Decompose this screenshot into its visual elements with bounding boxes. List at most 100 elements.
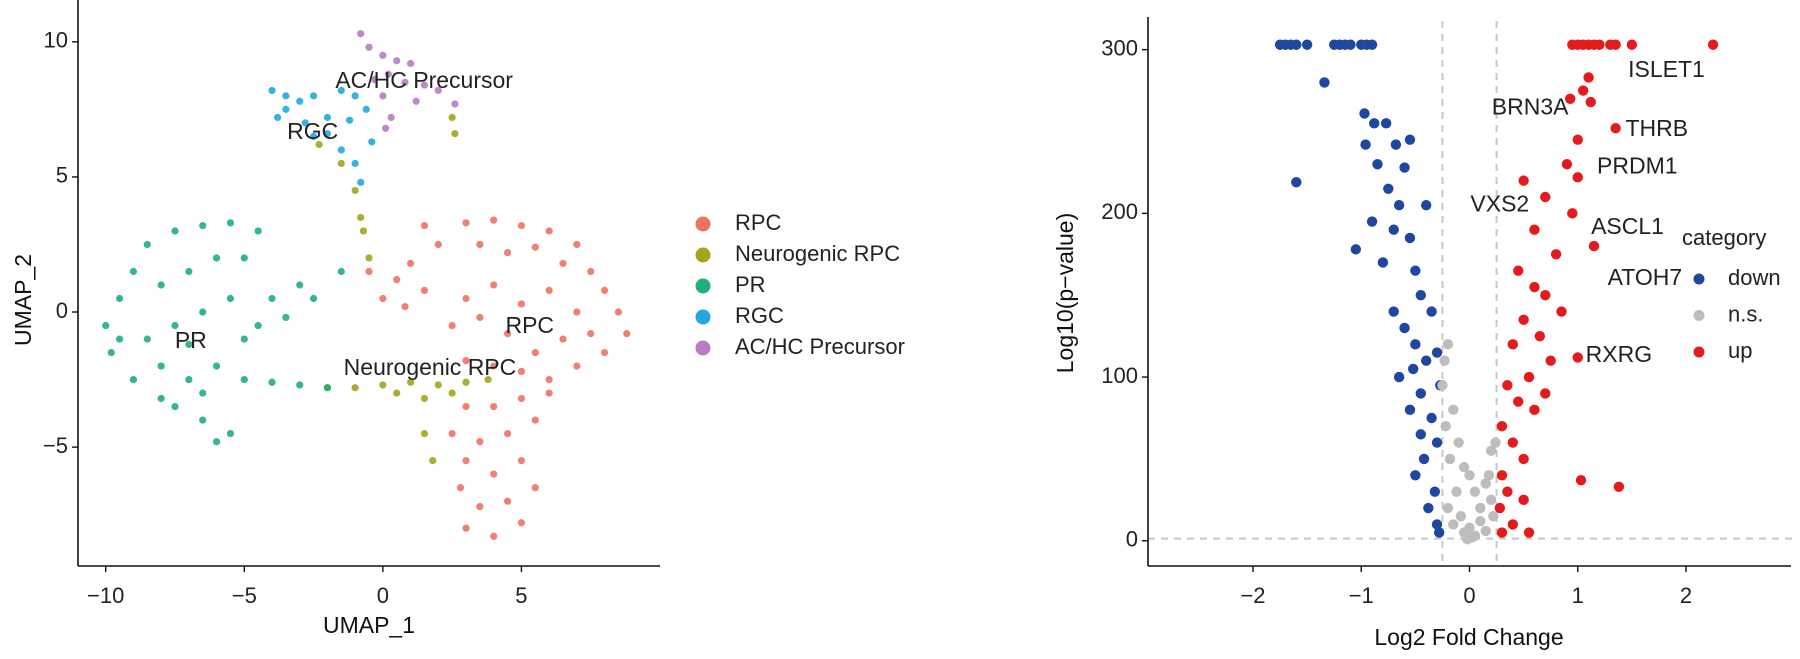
- data-point: [268, 378, 276, 386]
- data-point: [517, 519, 526, 527]
- data-point: [1404, 404, 1416, 416]
- data-point: [393, 57, 401, 65]
- data-point: [254, 227, 262, 235]
- y-tick-label: 0: [56, 298, 68, 323]
- data-point: [1534, 330, 1546, 342]
- data-point: [185, 340, 193, 349]
- x-tick-label: −1: [1349, 583, 1374, 608]
- data-point: [309, 132, 318, 140]
- data-point: [503, 497, 512, 505]
- data-point: [1404, 134, 1416, 145]
- data-point: [362, 105, 370, 113]
- data-point: [129, 267, 138, 276]
- y-tick-label: −5: [43, 433, 68, 458]
- data-point: [1319, 77, 1330, 88]
- data-point: [412, 97, 420, 105]
- data-point: [1488, 511, 1499, 522]
- data-point: [462, 402, 470, 411]
- data-point: [309, 294, 318, 303]
- data-point: [545, 389, 553, 397]
- data-point: [199, 389, 207, 397]
- x-tick-label: −2: [1240, 583, 1265, 608]
- data-point: [1523, 371, 1535, 383]
- data-point: [1393, 199, 1405, 211]
- data-point: [212, 438, 221, 446]
- data-point: [490, 216, 498, 224]
- legend-label: PR: [735, 272, 766, 297]
- data-point: [337, 267, 345, 276]
- data-point: [1415, 290, 1426, 301]
- data-point: [1448, 519, 1459, 530]
- y-tick-label: 200: [1101, 199, 1138, 224]
- data-point: [1575, 475, 1587, 486]
- data-point: [517, 300, 526, 308]
- data-point: [1518, 494, 1529, 506]
- data-point: [185, 375, 193, 384]
- data-point: [102, 321, 110, 330]
- legend-label: RPC: [735, 210, 782, 235]
- data-point: [1613, 481, 1625, 492]
- x-tick-label: 0: [377, 583, 389, 608]
- data-point: [1567, 208, 1578, 219]
- data-point: [1507, 339, 1518, 350]
- data-point: [171, 402, 179, 411]
- data-point: [1451, 486, 1462, 497]
- legend-swatch: [1693, 310, 1705, 321]
- data-point: [1410, 339, 1421, 350]
- data-point: [1291, 177, 1302, 188]
- data-point: [545, 375, 553, 384]
- data-point: [1408, 363, 1419, 375]
- data-point: [1423, 502, 1434, 514]
- data-point: [1444, 453, 1456, 465]
- data-point: [434, 86, 442, 95]
- data-point: [462, 524, 470, 532]
- data-point: [1410, 265, 1421, 276]
- data-point: [448, 321, 456, 330]
- data-point: [1502, 486, 1513, 497]
- y-tick-label: 0: [1126, 527, 1138, 552]
- annotation: RXRG: [1586, 341, 1652, 367]
- data-point: [420, 221, 429, 230]
- data-point: [476, 438, 484, 446]
- data-point: [1437, 380, 1448, 391]
- data-point: [434, 240, 442, 249]
- data-point: [1426, 306, 1437, 317]
- data-point: [517, 221, 526, 230]
- data-point: [273, 113, 282, 122]
- data-point: [157, 362, 165, 370]
- data-point: [406, 378, 415, 386]
- data-point: [1507, 519, 1518, 530]
- data-point: [1588, 240, 1600, 252]
- data-point: [448, 113, 456, 122]
- data-point: [1462, 533, 1473, 545]
- data-point: [323, 113, 332, 122]
- data-point: [309, 92, 318, 100]
- data-point: [1507, 437, 1518, 448]
- data-point: [434, 381, 442, 389]
- data-point: [1431, 519, 1443, 530]
- annotation: VXS2: [1470, 190, 1529, 216]
- x-axis-title: UMAP_1: [323, 612, 415, 638]
- data-point: [545, 227, 553, 235]
- data-point: [420, 286, 429, 295]
- data-point: [1577, 85, 1589, 96]
- data-point: [1421, 355, 1432, 366]
- data-point: [1291, 39, 1302, 50]
- data-point: [199, 308, 207, 316]
- data-point: [1369, 118, 1380, 129]
- data-point: [1610, 123, 1621, 134]
- data-point: [1448, 404, 1459, 416]
- annotation: Neurogenic RPC: [344, 354, 517, 380]
- data-point: [614, 308, 623, 316]
- data-point: [268, 86, 276, 95]
- data-point: [1480, 478, 1491, 489]
- data-point: [1380, 118, 1392, 129]
- data-point: [1399, 322, 1410, 334]
- data-point: [1561, 159, 1573, 170]
- annotation: ASCL1: [1591, 213, 1664, 239]
- data-point: [1594, 39, 1605, 50]
- data-point: [1572, 172, 1583, 183]
- x-tick-label: −5: [232, 583, 257, 608]
- data-point: [462, 378, 470, 386]
- data-point: [379, 294, 387, 303]
